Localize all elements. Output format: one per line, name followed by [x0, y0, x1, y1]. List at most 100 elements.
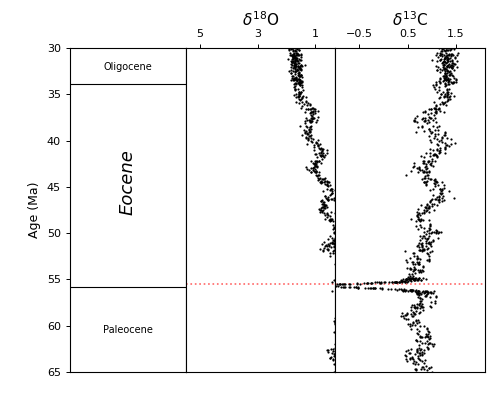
Point: [326, 346, 334, 352]
Point: [443, 63, 451, 69]
Point: [303, 130, 311, 137]
Point: [436, 76, 444, 82]
Point: [296, 73, 304, 79]
Point: [422, 169, 430, 175]
Point: [436, 150, 444, 156]
Point: [319, 204, 327, 210]
Point: [426, 288, 434, 295]
Point: [330, 247, 338, 254]
Point: [423, 120, 431, 126]
Point: [340, 288, 348, 294]
Point: [438, 48, 446, 54]
Point: [332, 230, 340, 236]
Point: [449, 73, 457, 79]
Point: [417, 303, 425, 310]
Point: [424, 338, 432, 344]
Point: [320, 152, 328, 158]
Point: [337, 326, 345, 332]
Point: [414, 277, 422, 283]
Point: [435, 122, 443, 129]
Point: [414, 316, 422, 323]
Point: [342, 285, 350, 291]
Point: [424, 343, 432, 350]
Point: [332, 292, 340, 298]
Point: [307, 108, 315, 115]
Point: [414, 276, 422, 282]
Point: [426, 240, 434, 247]
Point: [424, 203, 432, 210]
Point: [410, 117, 418, 123]
Point: [428, 195, 436, 202]
Point: [428, 163, 436, 169]
Point: [302, 128, 310, 134]
Point: [402, 316, 409, 322]
Point: [340, 310, 348, 316]
Point: [416, 247, 424, 254]
Point: [348, 284, 356, 291]
Point: [330, 351, 338, 357]
Point: [442, 70, 450, 76]
Point: [310, 168, 318, 175]
Point: [420, 264, 428, 270]
Point: [310, 161, 318, 168]
Point: [406, 276, 414, 282]
Point: [312, 169, 320, 175]
Point: [415, 300, 423, 307]
Point: [429, 342, 437, 349]
Point: [448, 62, 456, 68]
Point: [338, 247, 346, 254]
Point: [340, 313, 348, 319]
Point: [441, 83, 449, 90]
Point: [418, 210, 426, 216]
Point: [338, 278, 345, 285]
Point: [436, 193, 444, 200]
Point: [415, 216, 423, 222]
Point: [419, 216, 427, 223]
Point: [298, 102, 306, 109]
Point: [395, 286, 403, 292]
Point: [346, 265, 354, 272]
Point: [413, 290, 421, 296]
Point: [380, 280, 388, 287]
Point: [433, 67, 441, 73]
Point: [426, 198, 434, 204]
Point: [345, 340, 353, 347]
Point: [357, 283, 365, 289]
Point: [316, 152, 324, 158]
Point: [418, 217, 426, 223]
Point: [410, 361, 418, 368]
Point: [392, 279, 400, 285]
Point: [324, 178, 332, 185]
Point: [324, 246, 332, 252]
Point: [412, 259, 420, 266]
Point: [291, 62, 299, 68]
Point: [430, 300, 438, 307]
Point: [296, 82, 304, 88]
Point: [302, 135, 310, 142]
Point: [312, 158, 320, 165]
Point: [340, 285, 348, 292]
Point: [449, 60, 457, 66]
Point: [426, 240, 434, 247]
Point: [375, 280, 383, 287]
Point: [417, 241, 425, 247]
Point: [306, 133, 314, 139]
Point: [414, 294, 422, 300]
Point: [424, 233, 432, 240]
Point: [441, 76, 449, 82]
Point: [322, 282, 330, 288]
Point: [418, 234, 426, 241]
Point: [340, 340, 347, 346]
Point: [439, 193, 447, 199]
Point: [296, 97, 304, 103]
Point: [415, 240, 423, 246]
Point: [444, 56, 452, 62]
Point: [341, 276, 349, 283]
Point: [330, 230, 338, 236]
Point: [440, 65, 448, 71]
Point: [338, 352, 345, 358]
Point: [290, 76, 298, 83]
Point: [414, 290, 422, 297]
Point: [418, 202, 426, 208]
Point: [324, 236, 332, 242]
